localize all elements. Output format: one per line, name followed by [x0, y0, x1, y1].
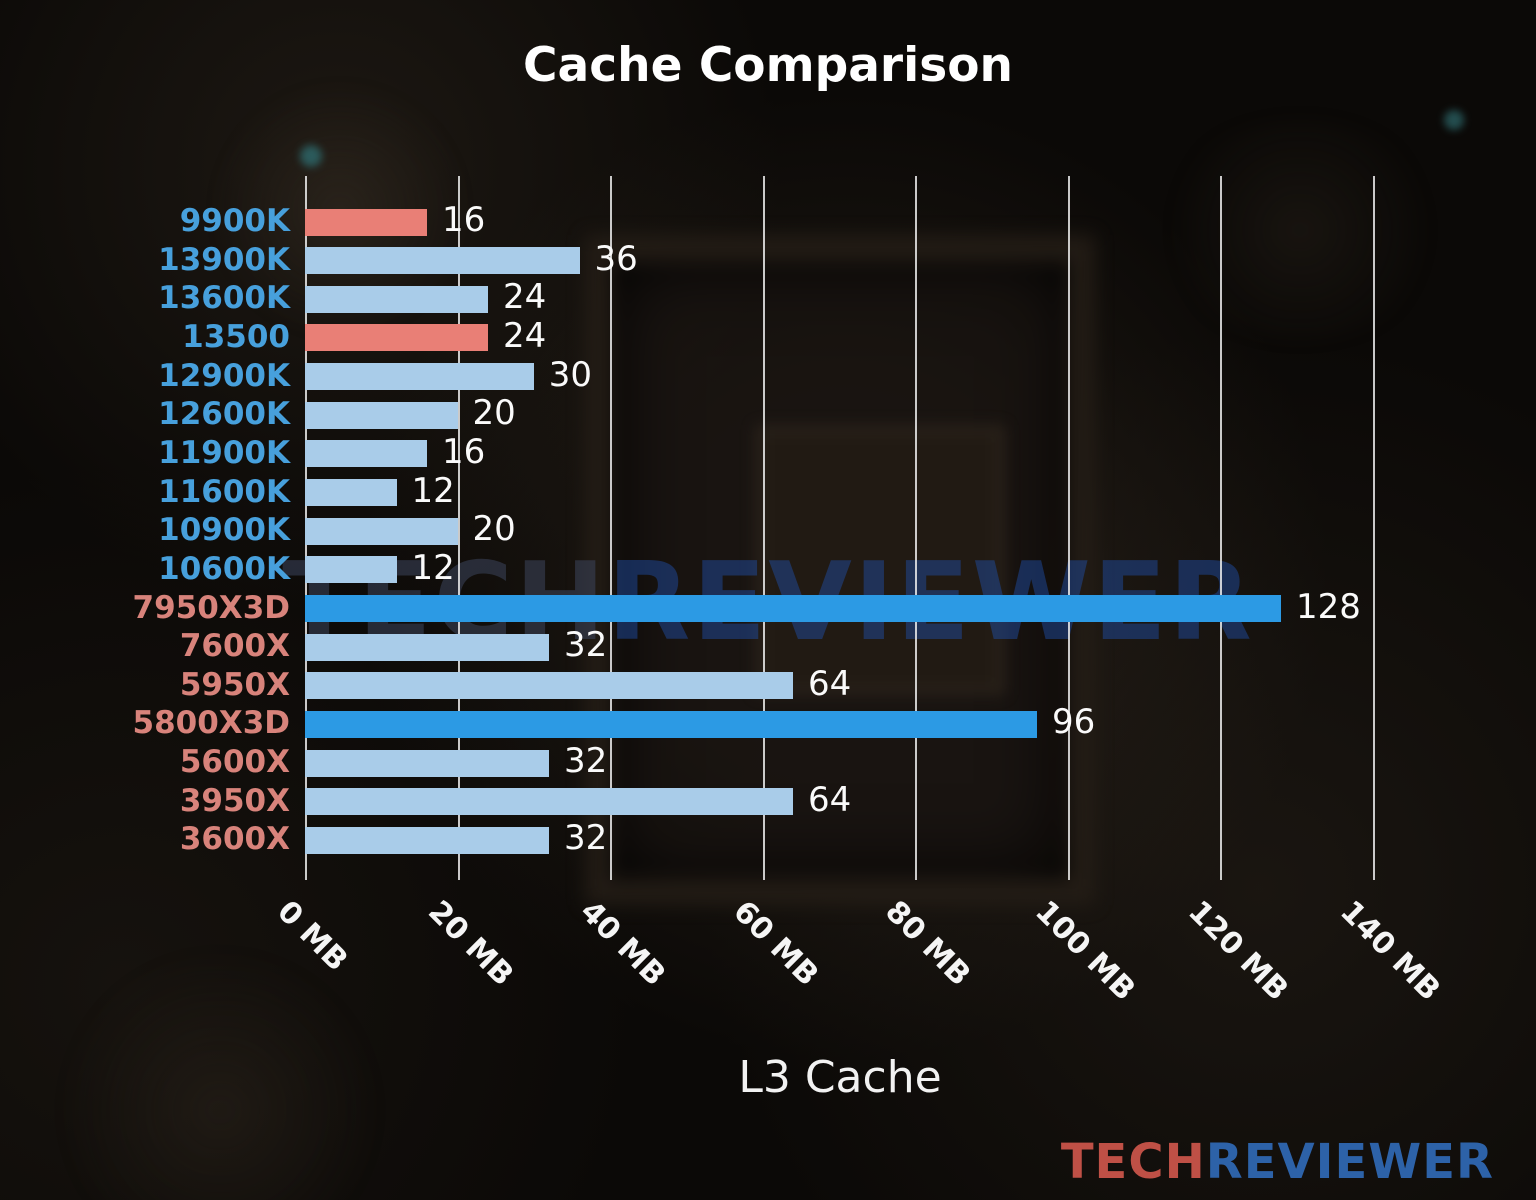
x-tick-label: 140 MB [1333, 894, 1448, 1008]
value-label: 20 [472, 393, 516, 434]
category-label: 11600K [158, 473, 290, 510]
bar [305, 710, 1037, 738]
category-label: 12900K [158, 357, 290, 394]
value-label: 12 [411, 470, 455, 511]
bar [305, 479, 397, 507]
category-label: 7600X [179, 628, 290, 665]
bar [305, 324, 488, 352]
chart-title: Cache Comparison [523, 38, 1013, 93]
bar [305, 285, 488, 313]
bar [305, 556, 397, 584]
value-label: 36 [594, 238, 638, 279]
logo-reviewer: REVIEWER [1205, 1134, 1494, 1190]
x-tick-label: 120 MB [1180, 894, 1295, 1008]
category-label: 13900K [158, 241, 290, 278]
x-tick-label: 80 MB [878, 894, 978, 993]
value-label: 64 [808, 779, 852, 820]
gridline [915, 176, 917, 880]
x-tick-label: 60 MB [725, 894, 825, 993]
gridline [762, 176, 765, 880]
category-label: 5600X [179, 744, 290, 781]
value-label: 32 [564, 625, 608, 666]
value-label: 24 [503, 277, 547, 318]
category-label: 11900K [158, 434, 290, 471]
value-label: 20 [472, 509, 516, 550]
value-label: 16 [442, 200, 486, 240]
gridline [610, 176, 612, 880]
board-led-dot [1444, 110, 1464, 130]
category-label: 3600X [179, 821, 290, 858]
value-label: 64 [808, 663, 852, 704]
category-label: 13600K [158, 280, 290, 317]
category-label: 5950X [179, 666, 290, 703]
category-label: 12600K [158, 396, 290, 433]
category-label: 10900K [158, 512, 290, 549]
x-axis-label: L3 Cache [738, 1052, 942, 1103]
category-label: 9900K [179, 203, 290, 239]
value-label: 16 [442, 431, 486, 472]
bar [305, 749, 549, 777]
value-label: 32 [564, 741, 608, 782]
bar [305, 208, 427, 236]
category-label: 5800X3D [132, 705, 290, 742]
x-tick-label: 0 MB [270, 894, 355, 979]
x-tick-label: 20 MB [420, 894, 520, 993]
bar [305, 672, 793, 700]
value-label: 24 [503, 315, 547, 356]
value-label: 12 [411, 547, 455, 588]
x-tick-label: 100 MB [1028, 894, 1143, 1008]
category-label: 13500 [182, 318, 290, 355]
value-label: 128 [1296, 586, 1361, 627]
gridline [1067, 176, 1070, 880]
bar [305, 788, 793, 816]
value-label: 32 [564, 818, 608, 859]
bar [305, 595, 1281, 622]
gridline [1372, 176, 1375, 880]
bar [305, 401, 458, 429]
value-label: 30 [548, 354, 593, 395]
value-label: 96 [1052, 702, 1096, 743]
category-label: 10600K [158, 550, 290, 587]
board-led-dot [300, 145, 322, 167]
bar [305, 440, 427, 468]
background-blur-blob [1150, 120, 1450, 340]
bar [305, 247, 580, 275]
brand-logo: TECHREVIEWER [1061, 1134, 1494, 1190]
gridline [457, 176, 460, 880]
cpu-die-shape [755, 425, 1005, 695]
logo-tech: TECH [1060, 1134, 1206, 1190]
bar [305, 517, 458, 545]
x-tick-label: 40 MB [573, 894, 673, 993]
gridline [1220, 176, 1222, 880]
bar [305, 826, 549, 854]
bar [305, 363, 534, 391]
bar [305, 633, 549, 661]
category-label: 3950X [179, 782, 290, 819]
category-label: 7950X3D [132, 589, 290, 626]
